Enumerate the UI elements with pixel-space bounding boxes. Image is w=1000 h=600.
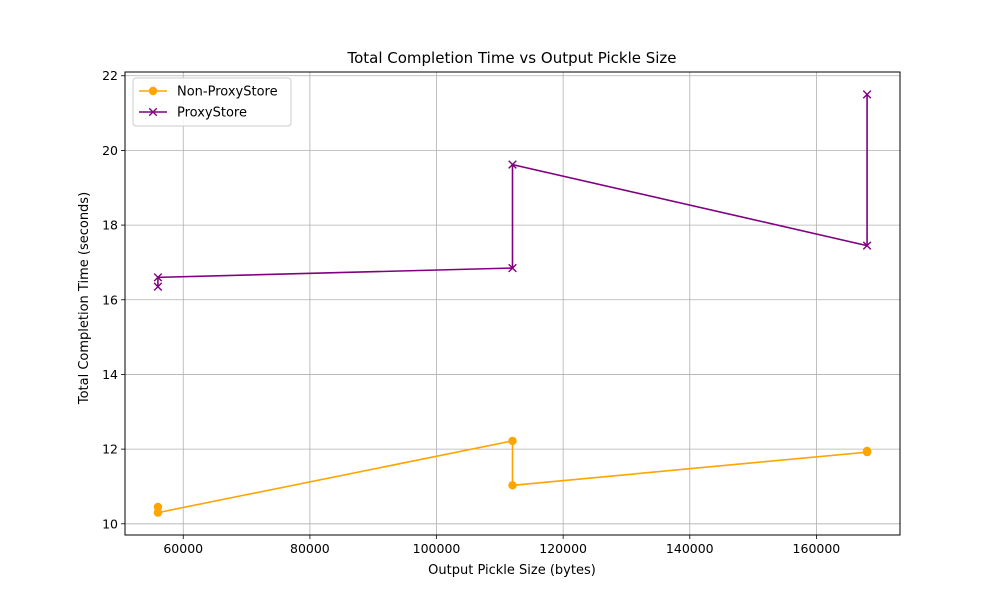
series-layer xyxy=(153,90,872,517)
data-point-non-proxystore xyxy=(508,436,517,446)
x-tick-label: 100000 xyxy=(413,541,461,556)
y-tick-label: 20 xyxy=(102,143,118,158)
y-axis-ticks: 10 12 14 16 18 20 22 xyxy=(102,68,125,531)
legend-label-non-proxystore: Non-ProxyStore xyxy=(177,85,278,100)
x-tick-label: 160000 xyxy=(793,541,841,556)
y-tick-label: 10 xyxy=(102,516,118,531)
y-tick-label: 12 xyxy=(102,442,118,457)
y-tick-label: 16 xyxy=(102,292,118,307)
series-line-proxystore xyxy=(157,94,868,287)
y-tick-label: 14 xyxy=(102,367,118,382)
data-point-non-proxystore xyxy=(153,508,163,517)
plot-frame xyxy=(124,71,901,536)
x-tick-label: 60000 xyxy=(163,541,203,556)
data-point-proxystore xyxy=(508,160,517,169)
data-point-proxystore xyxy=(153,273,163,282)
y-tick-label: 18 xyxy=(102,218,118,233)
data-point-proxystore xyxy=(862,90,872,99)
x-tick-label: 120000 xyxy=(539,541,587,556)
x-axis-label: Output Pickle Size (bytes) xyxy=(428,563,596,578)
chart-title: Total Completion Time vs Output Pickle S… xyxy=(346,49,676,67)
data-point-non-proxystore xyxy=(508,481,517,490)
y-axis-label: Total Completion Time (seconds) xyxy=(77,192,92,405)
data-point-non-proxystore xyxy=(862,446,872,456)
series-non-proxystore xyxy=(153,436,872,517)
legend-box xyxy=(132,77,292,127)
data-point-proxystore xyxy=(153,282,163,291)
data-point-proxystore xyxy=(862,241,872,250)
legend-label-proxystore: ProxyStore xyxy=(177,106,247,121)
legend: Non-ProxyStore ProxyStore xyxy=(132,77,292,127)
data-point-proxystore xyxy=(508,263,517,273)
legend-marker-proxystore xyxy=(148,107,158,117)
series-proxystore xyxy=(153,90,872,291)
x-tick-label: 80000 xyxy=(290,541,330,556)
x-tick-label: 140000 xyxy=(666,541,714,556)
x-axis-ticks: 60000 80000 100000 120000 140000 160000 xyxy=(163,535,840,556)
y-tick-label: 22 xyxy=(102,68,118,83)
legend-marker-non-proxystore xyxy=(148,86,158,96)
